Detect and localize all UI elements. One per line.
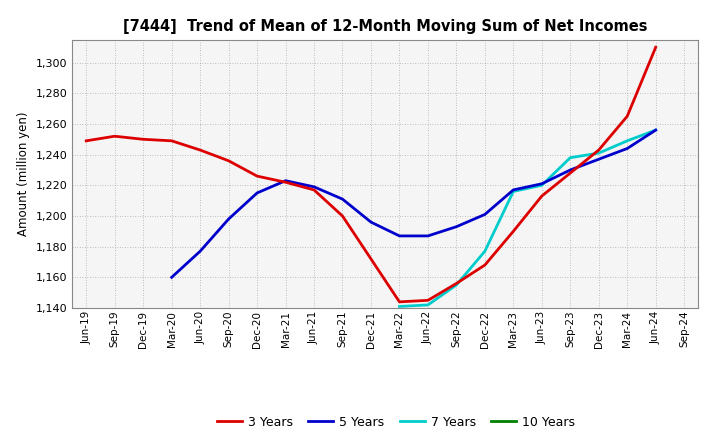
Line: 5 Years: 5 Years — [171, 130, 656, 277]
5 Years — [253, 191, 261, 196]
3 Years — [509, 229, 518, 234]
5 Years — [310, 184, 318, 190]
5 Years — [509, 187, 518, 193]
Title: [7444]  Trend of Mean of 12-Month Moving Sum of Net Incomes: [7444] Trend of Mean of 12-Month Moving … — [123, 19, 647, 34]
5 Years — [167, 275, 176, 280]
3 Years — [423, 298, 432, 303]
Line: 7 Years: 7 Years — [400, 130, 656, 307]
3 Years — [167, 138, 176, 143]
3 Years — [652, 44, 660, 50]
3 Years — [623, 114, 631, 119]
5 Years — [395, 233, 404, 238]
7 Years — [623, 138, 631, 143]
5 Years — [282, 178, 290, 183]
3 Years — [395, 299, 404, 304]
7 Years — [423, 302, 432, 308]
5 Years — [480, 212, 489, 217]
3 Years — [595, 147, 603, 153]
3 Years — [110, 134, 119, 139]
5 Years — [196, 249, 204, 254]
Line: 3 Years: 3 Years — [86, 47, 656, 302]
3 Years — [282, 180, 290, 185]
3 Years — [537, 194, 546, 199]
3 Years — [310, 187, 318, 193]
3 Years — [366, 256, 375, 261]
7 Years — [537, 183, 546, 188]
5 Years — [652, 128, 660, 133]
5 Years — [452, 224, 461, 229]
3 Years — [566, 170, 575, 176]
3 Years — [253, 173, 261, 179]
3 Years — [452, 281, 461, 286]
3 Years — [82, 138, 91, 143]
3 Years — [480, 262, 489, 268]
5 Years — [225, 216, 233, 222]
7 Years — [480, 249, 489, 254]
7 Years — [652, 128, 660, 133]
7 Years — [595, 150, 603, 156]
7 Years — [452, 282, 461, 288]
3 Years — [139, 137, 148, 142]
Y-axis label: Amount (million yen): Amount (million yen) — [17, 112, 30, 236]
3 Years — [196, 147, 204, 153]
5 Years — [537, 181, 546, 187]
5 Years — [423, 233, 432, 238]
7 Years — [395, 304, 404, 309]
3 Years — [225, 158, 233, 163]
5 Years — [595, 157, 603, 162]
7 Years — [566, 155, 575, 160]
3 Years — [338, 213, 347, 219]
5 Years — [338, 197, 347, 202]
5 Years — [566, 167, 575, 172]
5 Years — [366, 220, 375, 225]
5 Years — [623, 146, 631, 151]
Legend: 3 Years, 5 Years, 7 Years, 10 Years: 3 Years, 5 Years, 7 Years, 10 Years — [212, 411, 580, 434]
7 Years — [509, 189, 518, 194]
